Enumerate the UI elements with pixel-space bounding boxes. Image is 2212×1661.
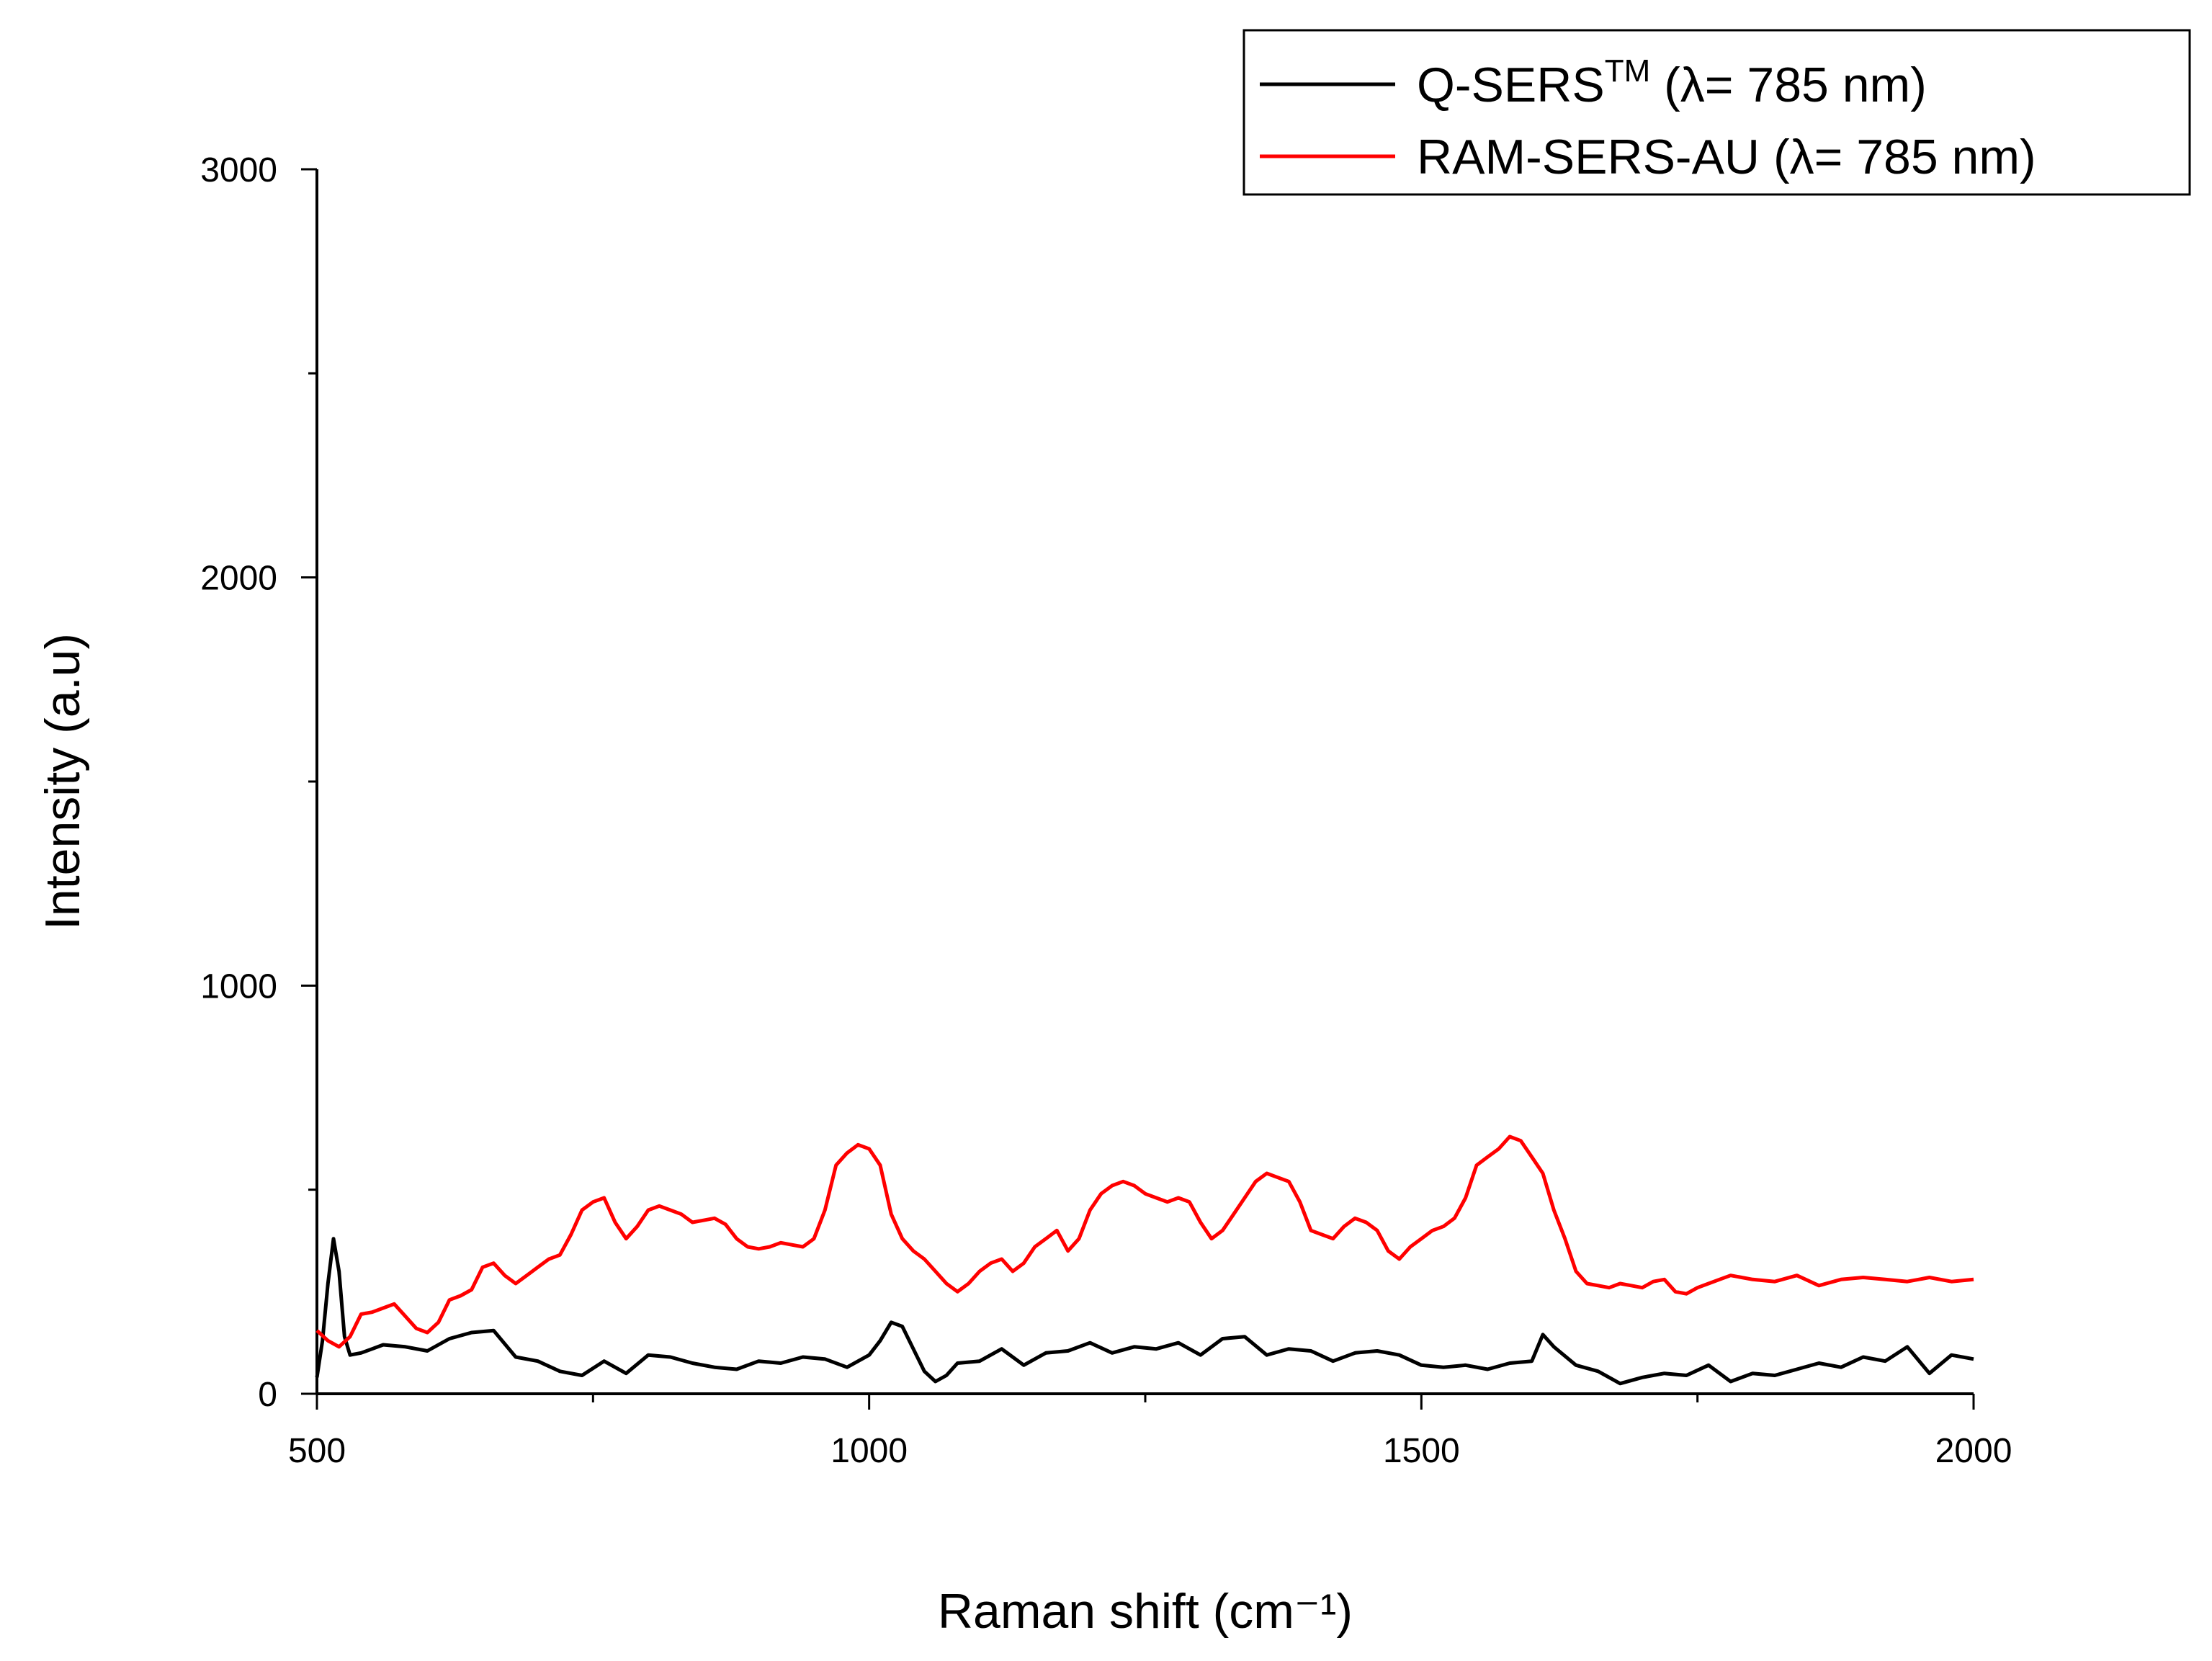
y-tick-label: 2000: [200, 560, 277, 598]
legend-entry-wavelength: (λ= 785 nm): [1650, 58, 1927, 112]
series-line-ram-sers-au: [315, 1134, 1974, 1349]
y-tick-label: 0: [258, 1376, 277, 1414]
x-tick-label: 500: [288, 1432, 346, 1470]
y-tick-label: 3000: [200, 151, 277, 189]
x-tick-label: 1000: [830, 1432, 908, 1470]
plot-area: [315, 1134, 1974, 1386]
legend-entry-name: RAM-SERS-AU: [1417, 130, 1760, 184]
legend-entry: Q-SERSTM (λ= 785 nm): [1417, 53, 1927, 112]
legend-entry: RAM-SERS-AU (λ= 785 nm): [1417, 130, 2036, 184]
series-line-q-sers: [315, 1237, 1974, 1386]
legend-entry-superscript: TM: [1605, 53, 1651, 89]
y-axis-title: Intensity (a.u): [35, 633, 90, 930]
x-tick-label: 1500: [1383, 1432, 1460, 1470]
legend-box: [1242, 29, 2191, 196]
legend-entry-wavelength: (λ= 785 nm): [1760, 130, 2036, 184]
legend-entry-name: Q-SERS: [1417, 58, 1605, 112]
x-tick-label: 2000: [1935, 1432, 2012, 1470]
y-tick-label: 1000: [200, 967, 277, 1006]
x-axis-title: Raman shift (cm⁻¹): [938, 1584, 1353, 1639]
legend: Q-SERSTM (λ= 785 nm)RAM-SERS-AU (λ= 785 …: [1242, 29, 2191, 196]
axes: 500 1000 1500 2000 0 1000 2000 3000 Raman shift …: [35, 151, 2012, 1639]
